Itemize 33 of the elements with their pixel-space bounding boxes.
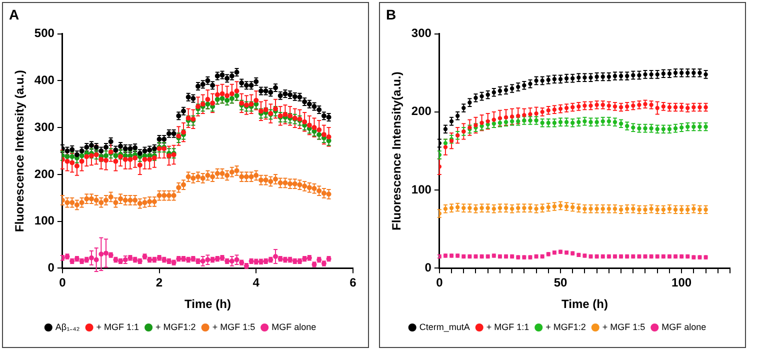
x-tick-label: 2 [156, 276, 163, 290]
legend-label: + MGF 1:1 [486, 322, 530, 332]
x-tick-label: 0 [436, 276, 444, 290]
legend-label: + MGF 1:5 [212, 322, 256, 332]
x-axis-title: Time (h) [561, 297, 608, 312]
x-tick-label: 0 [59, 276, 66, 290]
y-tick-label: 300 [34, 120, 55, 134]
y-axis-title: Fluorescence Intensity (a.u.) [12, 70, 27, 232]
y-tick-label: 200 [34, 166, 55, 181]
x-tick-label: 50 [554, 276, 568, 290]
legend-label: Cterm_mutA [419, 322, 470, 332]
y-tick-label: 500 [34, 26, 55, 40]
legend-label: Aβ₁₋₄₂ [55, 322, 80, 332]
y-tick-label: 200 [411, 104, 432, 118]
y-tick-label: 0 [424, 260, 432, 275]
y-axis-title: Fluorescence Intensity(a.u.) [390, 72, 404, 230]
y-tick-label: 300 [411, 26, 432, 40]
x-axis-title: Time (h) [184, 297, 231, 312]
x-tick-label: 4 [252, 276, 260, 290]
legend-label: + MGF1:2 [156, 322, 196, 332]
y-tick-label: 100 [34, 214, 55, 228]
y-tick-label: 0 [48, 260, 55, 275]
legend-label: + MGF 1:5 [602, 322, 646, 332]
x-tick-label: 100 [672, 276, 692, 290]
legend-label: MGF alone [272, 322, 316, 332]
legend-label: + MGF1:2 [546, 322, 586, 332]
x-tick-label: 6 [350, 276, 357, 290]
y-tick-label: 400 [34, 72, 55, 87]
legend-label: MGF alone [662, 322, 706, 332]
chart-title: B [386, 6, 396, 22]
chart-title: A [9, 6, 20, 22]
legend-label: + MGF 1:1 [96, 322, 140, 332]
y-tick-label: 100 [411, 182, 432, 196]
